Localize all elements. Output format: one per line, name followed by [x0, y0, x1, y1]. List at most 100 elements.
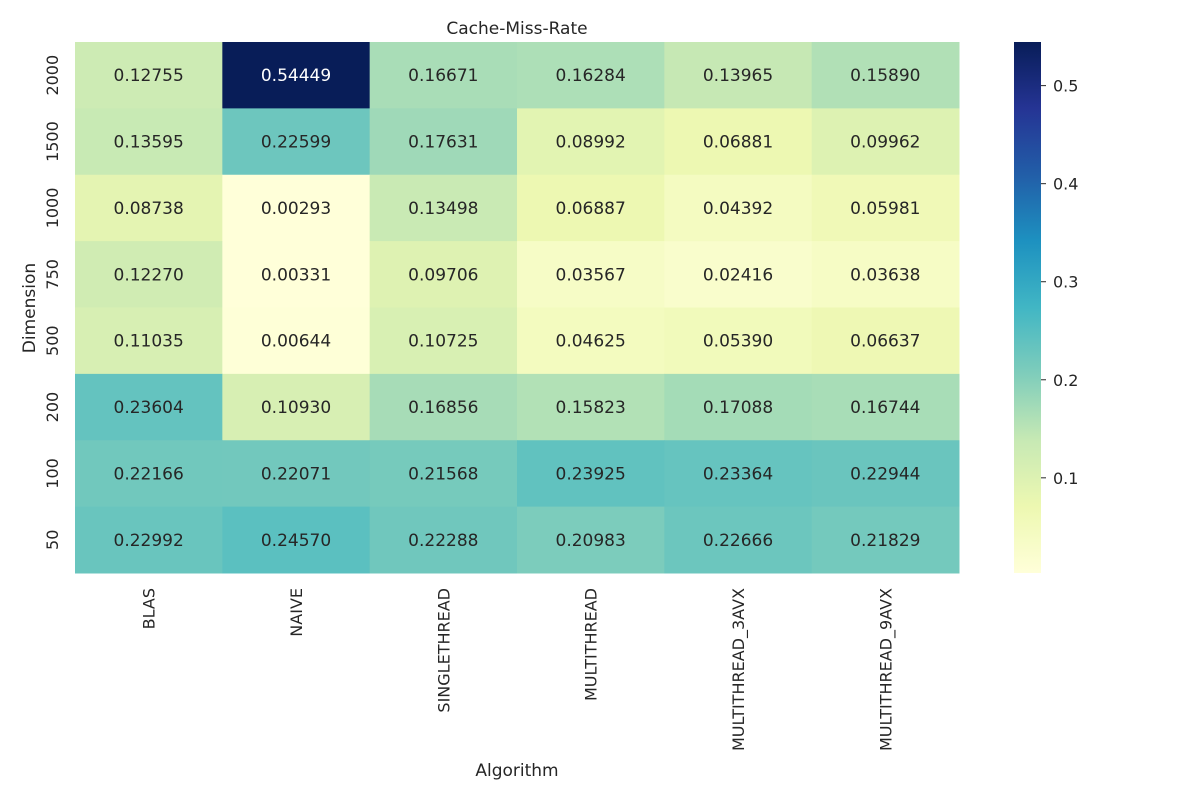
heatmap-cell: 0.21829	[811, 506, 960, 574]
heatmap-cell: 0.22666	[664, 506, 813, 574]
cell-value-label: 0.22944	[850, 464, 920, 484]
y-tick-label: 750	[43, 259, 62, 290]
cell-value-label: 0.21829	[850, 531, 920, 551]
colorbar	[1014, 42, 1041, 573]
heatmap-cell: 0.06887	[517, 174, 665, 242]
cell-rect	[75, 506, 223, 574]
cell-value-label: 0.16856	[408, 398, 478, 418]
cell-value-label: 0.22666	[703, 531, 773, 551]
colorbar-tick-label: 0.1	[1053, 469, 1078, 488]
cell-rect	[75, 42, 223, 109]
heatmap-cell: 0.11035	[75, 307, 223, 375]
cell-rect	[811, 373, 960, 441]
cell-value-label: 0.04625	[556, 332, 626, 352]
y-tick-label: 1500	[43, 121, 62, 162]
cell-rect	[75, 108, 223, 176]
y-tick-label: 50	[43, 530, 62, 550]
cell-rect	[369, 373, 518, 441]
cell-value-label: 0.04392	[703, 199, 773, 219]
cell-rect	[517, 42, 665, 109]
heatmap-cell: 0.13595	[75, 108, 223, 176]
cell-rect	[517, 373, 665, 441]
heatmap-cell: 0.10725	[369, 307, 518, 375]
cell-value-label: 0.08992	[556, 133, 626, 153]
y-tick-label: 100	[43, 458, 62, 489]
heatmap-cell: 0.05981	[811, 174, 960, 242]
y-tick-labels: 2000 1500 1000 750 500 200 100 50	[43, 55, 62, 550]
cell-rect	[664, 373, 813, 441]
cell-rect	[222, 373, 371, 441]
x-tick-label: MULTITHREAD_9AVX	[876, 588, 896, 751]
cell-rect	[517, 440, 665, 508]
heatmap-cell: 0.22071	[222, 440, 371, 508]
heatmap-cell: 0.00644	[222, 307, 371, 375]
cell-rect	[517, 108, 665, 176]
colorbar-tick-label: 0.2	[1053, 371, 1078, 390]
x-tick-label: SINGLETHREAD	[434, 588, 453, 713]
cell-value-label: 0.06881	[703, 133, 773, 153]
cell-rect	[811, 241, 960, 308]
cell-value-label: 0.12270	[114, 265, 184, 285]
cell-rect	[811, 108, 960, 176]
heatmap-cell: 0.23604	[75, 373, 223, 441]
cell-value-label: 0.08738	[114, 199, 184, 219]
x-tick-label: NAIVE	[287, 588, 306, 637]
x-axis-label: Algorithm	[475, 761, 558, 781]
heatmap-cell: 0.22599	[222, 108, 371, 176]
cell-rect	[75, 174, 223, 242]
heatmap-cell: 0.22166	[75, 440, 223, 508]
cell-rect	[369, 42, 518, 109]
cell-rect	[811, 506, 960, 574]
cell-value-label: 0.16284	[556, 66, 626, 86]
heatmap-cell: 0.22992	[75, 506, 223, 574]
cell-rect	[664, 440, 813, 508]
heatmap-cell: 0.05390	[664, 307, 813, 375]
x-tick-label: BLAS	[140, 588, 159, 629]
cell-value-label: 0.21568	[408, 464, 478, 484]
cell-value-label: 0.06637	[850, 332, 920, 352]
cell-rect	[75, 307, 223, 375]
cell-value-label: 0.13965	[703, 66, 773, 86]
cell-rect	[664, 307, 813, 375]
heatmap-cell: 0.00293	[222, 174, 371, 242]
cell-value-label: 0.11035	[114, 332, 184, 352]
cell-rect	[75, 373, 223, 441]
x-tick-labels: BLAS NAIVE SINGLETHREAD MULTITHREAD MULTITHR…	[140, 588, 897, 751]
cell-value-label: 0.17631	[408, 133, 478, 153]
cell-value-label: 0.13498	[408, 199, 478, 219]
heatmap-cell: 0.09706	[369, 241, 518, 308]
cell-value-label: 0.15823	[556, 398, 626, 418]
y-tick-label: 2000	[43, 55, 62, 96]
cell-rect	[811, 307, 960, 375]
cell-value-label: 0.23925	[556, 464, 626, 484]
heatmap-cell: 0.03638	[811, 241, 960, 308]
cell-rect	[517, 174, 665, 242]
cell-rect	[75, 241, 223, 308]
colorbar-tick-label: 0.3	[1053, 273, 1078, 292]
cell-value-label: 0.00293	[261, 199, 331, 219]
cell-value-label: 0.54449	[261, 66, 331, 86]
heatmap-cell: 0.06881	[664, 108, 813, 176]
y-tick-label: 200	[43, 392, 62, 423]
cell-value-label: 0.00331	[261, 265, 331, 285]
heatmap-cell: 0.22944	[811, 440, 960, 508]
cell-value-label: 0.02416	[703, 265, 773, 285]
cell-value-label: 0.05390	[703, 332, 773, 352]
cell-rect	[222, 506, 371, 574]
heatmap-cell: 0.15890	[811, 42, 960, 109]
cell-rect	[811, 42, 960, 109]
chart-title: Cache-Miss-Rate	[446, 19, 587, 39]
heatmap-cell: 0.23925	[517, 440, 665, 508]
heatmap-cell: 0.22288	[369, 506, 518, 574]
y-tick-label: 500	[43, 325, 62, 356]
cell-value-label: 0.10930	[261, 398, 331, 418]
cell-rect	[811, 174, 960, 242]
heatmap-cell: 0.16284	[517, 42, 665, 109]
cell-value-label: 0.03638	[850, 265, 920, 285]
heatmap-cell: 0.02416	[664, 241, 813, 308]
cell-value-label: 0.23364	[703, 464, 773, 484]
cell-value-label: 0.20983	[556, 531, 626, 551]
cell-rect	[664, 174, 813, 242]
heatmap-cell: 0.00331	[222, 241, 371, 308]
cell-rect	[222, 108, 371, 176]
